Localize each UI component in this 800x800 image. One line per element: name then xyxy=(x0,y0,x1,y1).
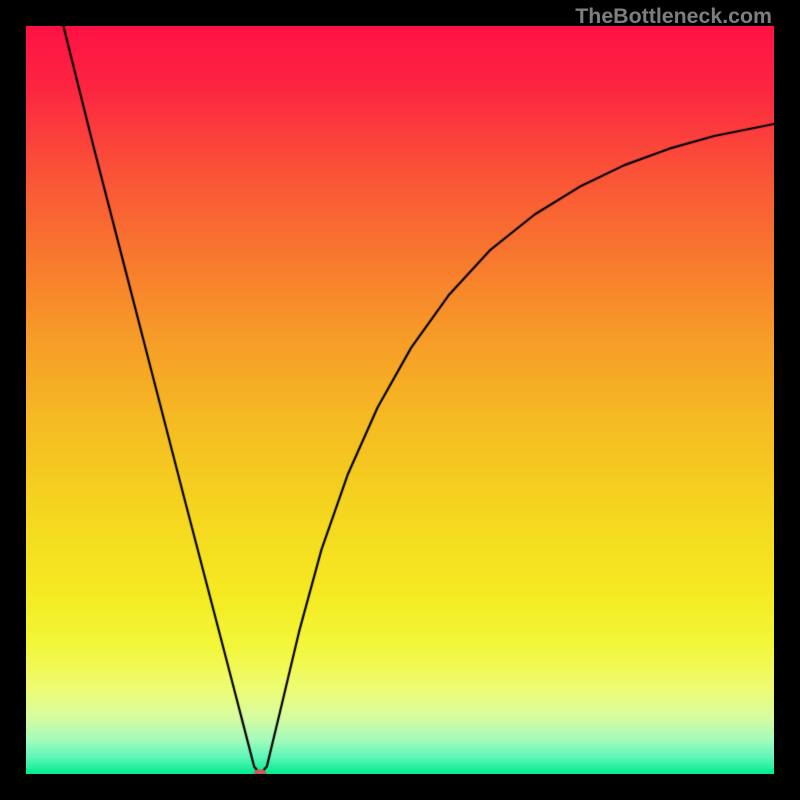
bottleneck-curve xyxy=(26,26,774,774)
plot-outer-frame xyxy=(0,0,800,800)
plot-area xyxy=(26,26,774,774)
chart-stage: TheBottleneck.com xyxy=(0,0,800,800)
watermark-text: TheBottleneck.com xyxy=(575,4,772,29)
